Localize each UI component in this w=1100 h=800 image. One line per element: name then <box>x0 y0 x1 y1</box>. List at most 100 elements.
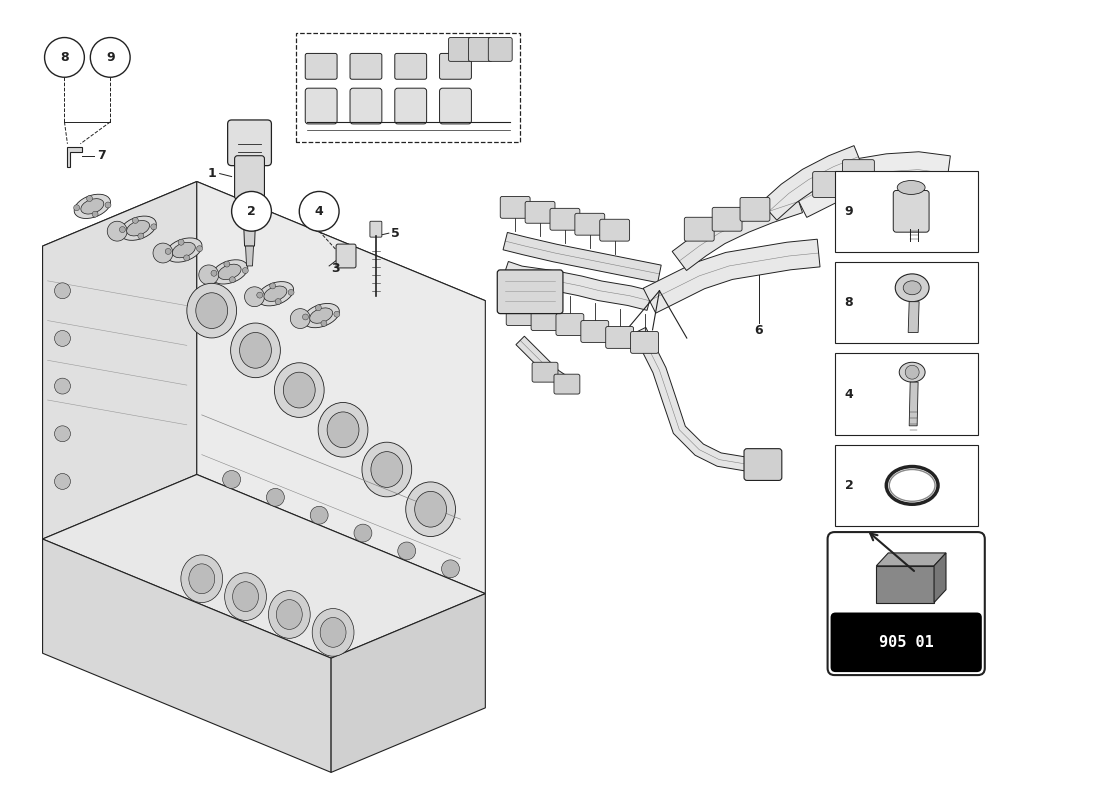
Circle shape <box>55 283 70 298</box>
Ellipse shape <box>126 221 150 236</box>
Circle shape <box>334 311 340 317</box>
Circle shape <box>90 38 130 78</box>
FancyBboxPatch shape <box>712 207 743 231</box>
FancyBboxPatch shape <box>744 449 782 481</box>
Circle shape <box>354 524 372 542</box>
FancyBboxPatch shape <box>305 88 337 124</box>
Polygon shape <box>67 146 82 166</box>
Circle shape <box>222 470 241 488</box>
FancyBboxPatch shape <box>606 326 634 348</box>
Polygon shape <box>910 382 918 426</box>
Polygon shape <box>909 302 920 333</box>
Circle shape <box>199 265 219 285</box>
Ellipse shape <box>898 181 925 194</box>
FancyBboxPatch shape <box>337 244 356 268</box>
Circle shape <box>266 488 284 506</box>
Polygon shape <box>934 553 946 602</box>
Ellipse shape <box>312 609 354 656</box>
FancyBboxPatch shape <box>843 160 874 186</box>
FancyBboxPatch shape <box>497 270 563 314</box>
Circle shape <box>132 218 139 223</box>
Ellipse shape <box>224 573 266 621</box>
Text: 2: 2 <box>845 479 854 492</box>
FancyBboxPatch shape <box>350 54 382 79</box>
Circle shape <box>232 191 272 231</box>
Circle shape <box>905 366 920 379</box>
FancyBboxPatch shape <box>506 304 535 326</box>
Polygon shape <box>197 182 485 594</box>
Polygon shape <box>43 182 197 539</box>
FancyBboxPatch shape <box>827 532 984 675</box>
FancyBboxPatch shape <box>234 156 264 199</box>
Ellipse shape <box>264 286 287 302</box>
Ellipse shape <box>240 333 272 368</box>
Circle shape <box>55 426 70 442</box>
FancyBboxPatch shape <box>525 202 556 223</box>
Ellipse shape <box>166 238 202 262</box>
Text: 905 01: 905 01 <box>879 635 934 650</box>
Circle shape <box>244 286 264 306</box>
Ellipse shape <box>232 582 258 611</box>
Ellipse shape <box>74 194 110 218</box>
Ellipse shape <box>284 372 316 408</box>
Ellipse shape <box>310 308 332 323</box>
Circle shape <box>107 222 128 241</box>
Text: 9: 9 <box>106 51 114 64</box>
Ellipse shape <box>899 362 925 382</box>
Ellipse shape <box>189 564 214 594</box>
FancyBboxPatch shape <box>531 309 559 330</box>
FancyBboxPatch shape <box>449 38 472 62</box>
Ellipse shape <box>187 283 236 338</box>
Circle shape <box>45 38 85 78</box>
Circle shape <box>165 249 172 254</box>
FancyBboxPatch shape <box>581 321 608 342</box>
Text: 7: 7 <box>97 150 106 162</box>
Text: 6: 6 <box>755 324 763 337</box>
Circle shape <box>310 506 328 524</box>
Ellipse shape <box>274 362 324 418</box>
Circle shape <box>398 542 416 560</box>
Circle shape <box>270 283 276 289</box>
FancyBboxPatch shape <box>228 120 272 166</box>
Circle shape <box>120 226 125 233</box>
Polygon shape <box>877 553 946 566</box>
Text: 4: 4 <box>845 387 854 401</box>
FancyBboxPatch shape <box>893 190 930 232</box>
FancyBboxPatch shape <box>305 54 337 79</box>
FancyBboxPatch shape <box>556 314 584 335</box>
FancyBboxPatch shape <box>600 219 629 241</box>
Ellipse shape <box>231 323 280 378</box>
Polygon shape <box>835 445 978 526</box>
Polygon shape <box>835 170 978 252</box>
FancyBboxPatch shape <box>550 208 580 230</box>
Circle shape <box>224 261 230 267</box>
Circle shape <box>151 224 157 230</box>
Polygon shape <box>43 182 485 366</box>
Ellipse shape <box>903 281 921 294</box>
Ellipse shape <box>276 600 303 630</box>
Ellipse shape <box>211 260 248 284</box>
Ellipse shape <box>320 618 346 647</box>
FancyBboxPatch shape <box>395 88 427 124</box>
Ellipse shape <box>268 590 310 638</box>
Circle shape <box>288 290 294 295</box>
Polygon shape <box>245 246 253 266</box>
Circle shape <box>104 202 111 208</box>
Ellipse shape <box>196 293 228 329</box>
FancyBboxPatch shape <box>684 218 714 241</box>
Ellipse shape <box>120 216 156 240</box>
Text: 1: 1 <box>208 167 217 180</box>
Polygon shape <box>877 566 934 602</box>
Circle shape <box>256 292 263 298</box>
FancyBboxPatch shape <box>500 197 530 218</box>
Circle shape <box>275 298 282 305</box>
FancyBboxPatch shape <box>370 222 382 237</box>
Polygon shape <box>43 539 331 772</box>
Polygon shape <box>331 594 485 772</box>
Circle shape <box>55 474 70 490</box>
Text: 5: 5 <box>390 226 399 240</box>
Circle shape <box>242 267 249 274</box>
Ellipse shape <box>362 442 411 497</box>
Circle shape <box>197 246 202 252</box>
Circle shape <box>92 211 98 217</box>
